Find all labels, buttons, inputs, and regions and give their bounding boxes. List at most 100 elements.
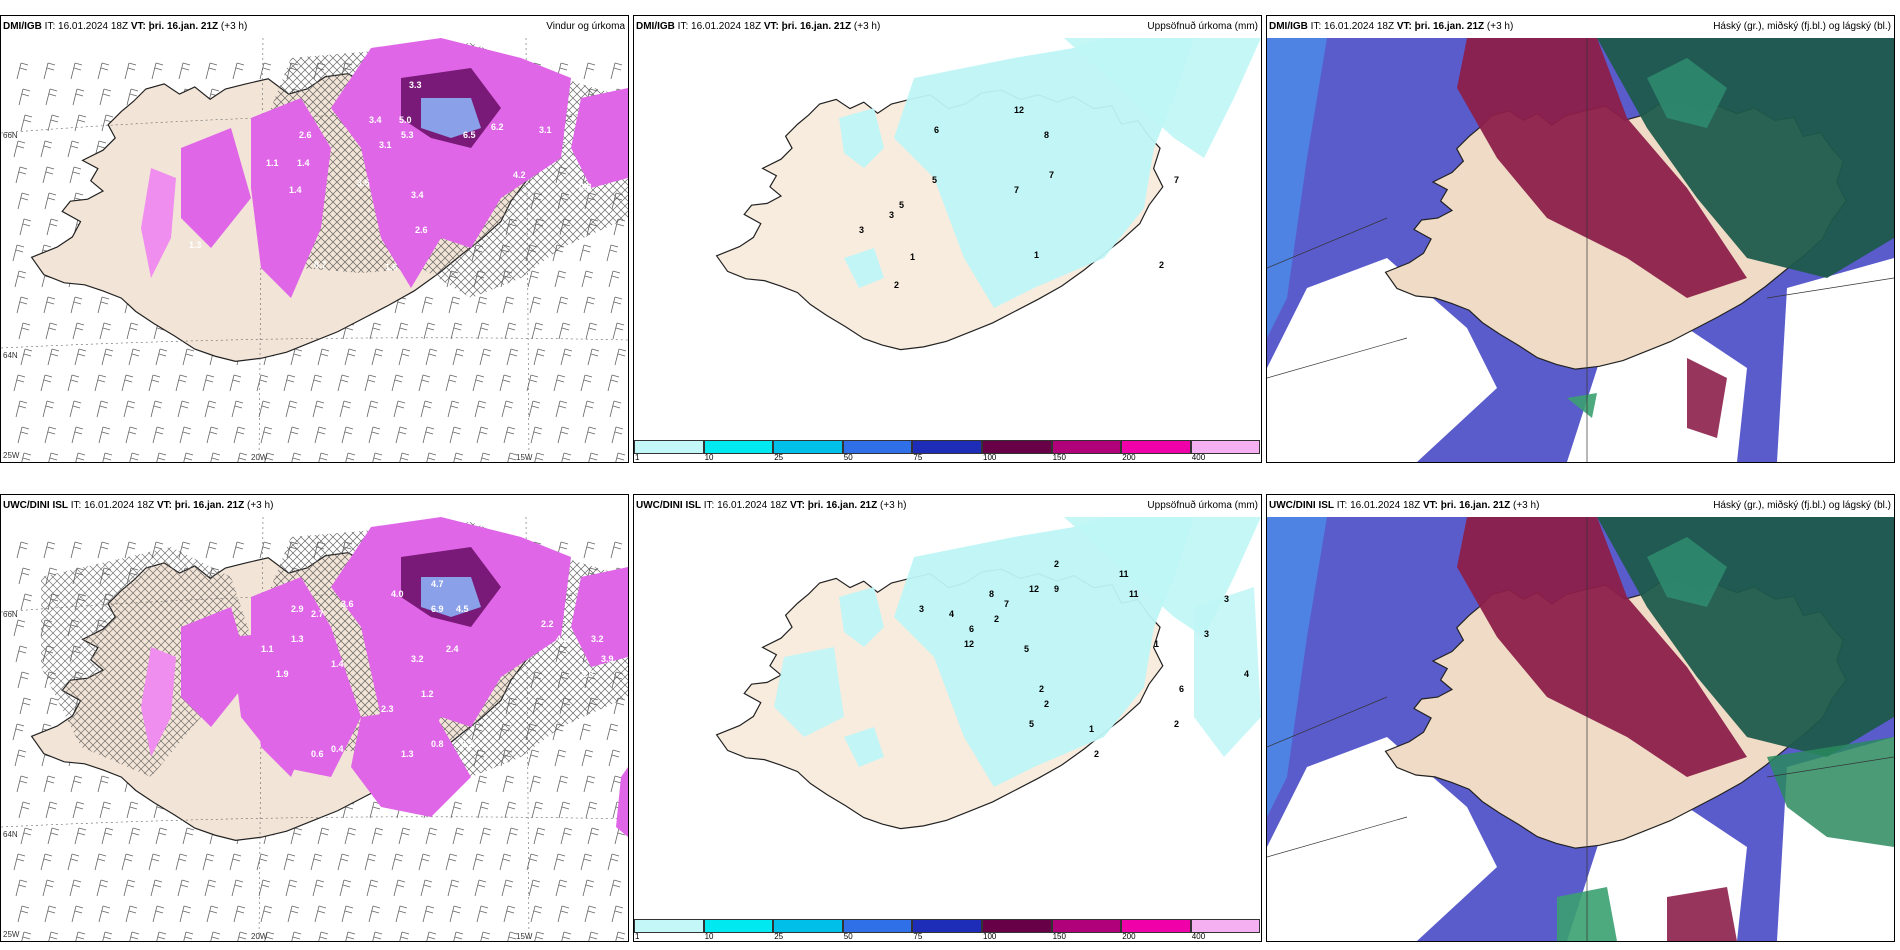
precip-value: 4.2 <box>556 634 569 644</box>
colorbar-cell <box>634 919 704 933</box>
colorbar-label: 1 <box>635 453 640 462</box>
colorbar-cell <box>1051 440 1122 454</box>
field-contour <box>571 88 628 188</box>
field-contour <box>844 727 884 767</box>
accum-value: 2 <box>1174 719 1179 729</box>
field-contour <box>141 168 176 278</box>
colorbar-label: 100 <box>983 932 997 941</box>
accum-value: 2 <box>1044 699 1049 709</box>
field-contour <box>1064 38 1261 158</box>
accum-value: 4 <box>1244 669 1249 679</box>
colorbar-cell <box>1051 919 1122 933</box>
precip-value: 2.4 <box>446 644 459 654</box>
accum-value: 2 <box>1039 684 1044 694</box>
colorbar-label: 50 <box>843 932 853 941</box>
init-time: IT: 16.01.2024 18Z <box>44 21 129 32</box>
precip-value: 1.4 <box>297 158 310 168</box>
accum-value: 1 <box>1089 724 1094 734</box>
field-contour <box>1647 537 1727 607</box>
field-contour <box>1457 38 1747 298</box>
field-contour <box>351 707 471 817</box>
precip-value: 3.9 <box>601 654 614 664</box>
valid-time: VT: þri. 16.jan. 21Z <box>763 21 852 32</box>
model-name: DMI/IGB <box>636 21 675 32</box>
precip-value: 4.7 <box>431 579 444 589</box>
colorbar-label: 10 <box>704 453 714 462</box>
field-contour <box>251 98 331 298</box>
colorbar-cell <box>912 440 982 454</box>
accum-value: 4 <box>949 609 954 619</box>
colorbar-label: 25 <box>774 932 784 941</box>
panel-accum-dmi: DMI/IGB IT: 16.01.2024 18Z VT: þri. 16.j… <box>633 15 1262 463</box>
lat-label-66n: 66N <box>3 610 18 619</box>
model-name: UWC/DINI ISL <box>636 500 701 511</box>
init-time: IT: 16.01.2024 18Z <box>677 21 762 32</box>
panel-wind-dmi: DMI/IGB IT: 16.01.2024 18Z VT: þri. 16.j… <box>0 15 629 463</box>
field-contour <box>421 577 481 617</box>
precip-value: 1.1 <box>266 158 279 168</box>
precip-value: 1.4 <box>289 185 302 195</box>
accum-value: 12 <box>1014 105 1024 115</box>
model-name: DMI/IGB <box>3 21 42 32</box>
colorbar: 1 10 25 50 75 100 150 200 400 <box>634 438 1261 462</box>
field-contour <box>1687 358 1727 438</box>
colorbar-label: 50 <box>843 453 853 462</box>
field-contour <box>1647 58 1727 128</box>
panel-wind-uwc: UWC/DINI ISL IT: 16.01.2024 18Z VT: þri.… <box>0 494 629 942</box>
precip-value: 3.1 <box>379 140 392 150</box>
valid-time: VT: þri. 16.jan. 21Z <box>130 21 219 32</box>
precip-value: 0.5 <box>461 739 474 749</box>
precip-value: 4.2 <box>513 170 526 180</box>
graticule <box>1267 517 1894 941</box>
field-contour <box>141 647 176 757</box>
colorbar-cell <box>842 919 913 933</box>
lon-label-25w: 25W <box>3 451 20 460</box>
accum-value: 6 <box>1179 684 1184 694</box>
lon-label-15w: 15W <box>516 932 533 941</box>
accum-value: 3 <box>889 210 894 220</box>
lat-label-64n: 64N <box>3 351 18 360</box>
lead-time: (+3 h) <box>853 21 881 32</box>
field-contour <box>1267 517 1327 817</box>
accum-value: 6 <box>934 125 939 135</box>
precip-value: 1.6 <box>385 262 398 272</box>
field-contour <box>41 547 251 777</box>
colorbar-label: 200 <box>1122 453 1136 462</box>
accum-value: 2 <box>1094 749 1099 759</box>
accum-value: 1 <box>910 252 915 262</box>
colorbar-label: 75 <box>913 453 923 462</box>
accum-value: 3 <box>919 604 924 614</box>
precip-value: 6.5 <box>463 130 476 140</box>
colorbar: 1 10 25 50 75 100 150 200 400 <box>634 917 1261 941</box>
field-contour <box>844 248 884 288</box>
map-area <box>1267 517 1894 941</box>
colorbar-cell <box>703 919 774 933</box>
accum-value: 3 <box>1204 629 1209 639</box>
precip-value: 2.3 <box>381 704 394 714</box>
accum-value: 5 <box>899 200 904 210</box>
field-contour <box>1777 258 1894 462</box>
accum-value: 6 <box>969 624 974 634</box>
field-contour <box>421 98 481 138</box>
field-contour <box>894 517 1194 787</box>
panel-header: DMI/IGB IT: 16.01.2024 18Z VT: þri. 16.j… <box>634 16 1261 38</box>
map-svg: 4.7 4.0 6.9 4.5 2.9 2.7 3.6 1.3 1.1 1.9 1.4 2.4 3.2 1… <box>1 517 628 941</box>
lead-time: (+3 h) <box>1486 21 1514 32</box>
field-contour <box>839 587 884 647</box>
graticule <box>1267 38 1894 462</box>
panel-title: Uppsöfnuð úrkoma (mm) <box>1147 500 1258 511</box>
precip-value: 2.8 <box>581 669 594 679</box>
precip-value: 0.8 <box>579 182 592 192</box>
precip-value: 1.1 <box>261 644 274 654</box>
precip-value: 4.5 <box>456 604 469 614</box>
colorbar-cell <box>1190 440 1261 454</box>
valid-time: VT: þri. 16.jan. 21Z <box>1396 21 1485 32</box>
lon-label-25w: 25W <box>3 930 20 939</box>
accum-value: 1 <box>1154 639 1159 649</box>
precip-value: 0.6 <box>311 749 324 759</box>
field-contour <box>1194 587 1261 757</box>
lead-time: (+3 h) <box>220 21 248 32</box>
panel-cloud-dmi: DMI/IGB IT: 16.01.2024 18Z VT: þri. 16.j… <box>1266 15 1895 463</box>
colorbar-label: 10 <box>704 932 714 941</box>
